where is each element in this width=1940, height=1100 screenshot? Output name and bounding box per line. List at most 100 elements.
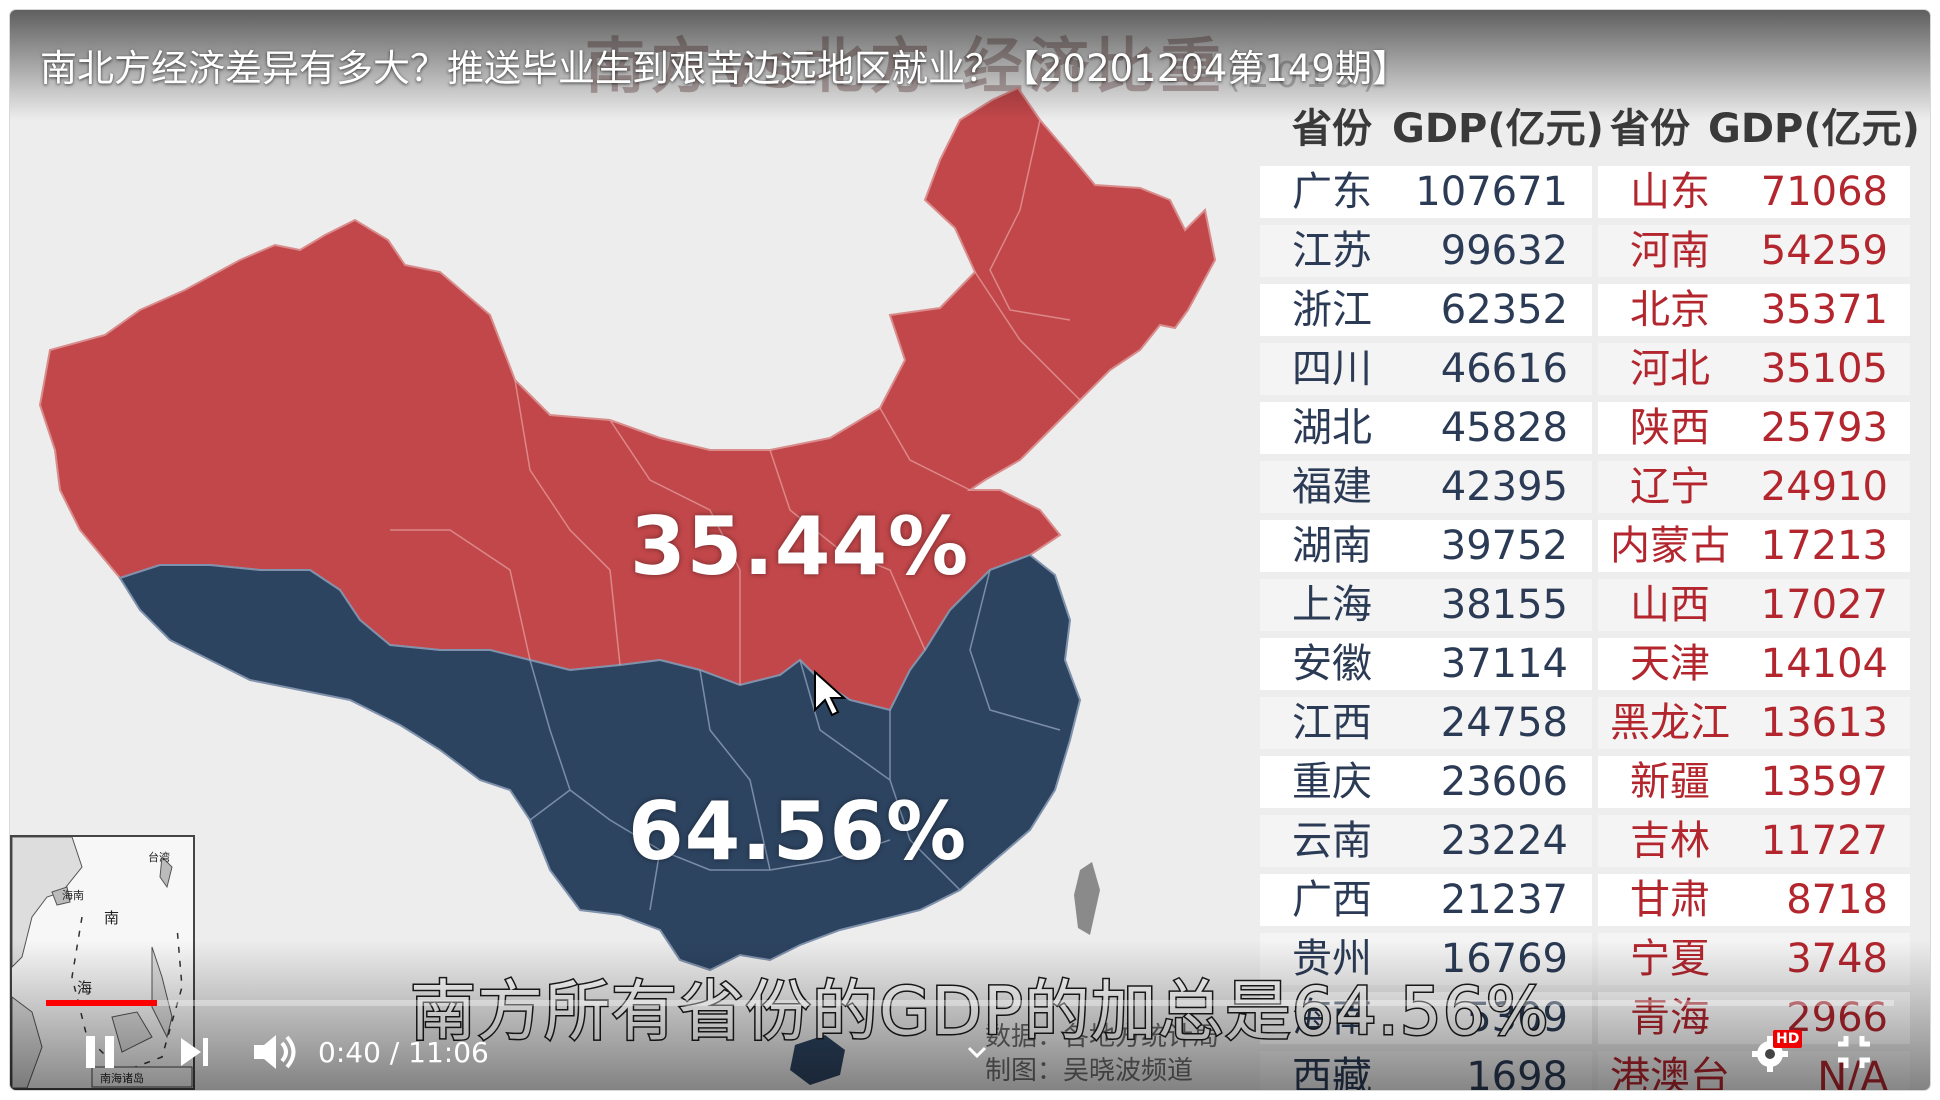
north-province-gdp: 25793 (1760, 405, 1888, 451)
north-province-name: 黑龙江 (1610, 700, 1730, 746)
row-background (1598, 756, 1910, 808)
time-total: 11:06 (408, 1036, 489, 1069)
south-province-gdp: 21237 (1440, 877, 1568, 923)
north-province-gdp: 17027 (1760, 582, 1888, 628)
north-province-gdp: 14104 (1760, 641, 1888, 687)
taiwan-island (1074, 862, 1100, 935)
north-province-name: 辽宁 (1630, 464, 1710, 510)
inset-label-hainan: 海南 (62, 889, 84, 902)
china-map (38, 86, 1217, 1085)
north-province-gdp: 2966 (1730, 990, 1888, 1046)
south-province-gdp: 38155 (1440, 582, 1568, 628)
row-background (1260, 756, 1592, 808)
south-province-name: 四川 (1292, 346, 1372, 392)
south-province-name: 江苏 (1292, 228, 1372, 274)
north-province-name: 北京 (1630, 287, 1710, 333)
north-province-gdp: 35105 (1760, 346, 1888, 392)
row-background (1260, 343, 1592, 395)
next-button[interactable] (175, 1032, 215, 1072)
credits: 数据：各地方统计局 制图：吴晓波频道 (985, 1020, 1219, 1088)
exit-fullscreen-button[interactable] (1832, 1030, 1876, 1074)
row-background (1260, 461, 1592, 513)
row-background (1598, 697, 1910, 749)
north-province-gdp: 8718 (1786, 877, 1888, 923)
north-province-gdp: 17213 (1760, 523, 1888, 569)
volume-button[interactable] (250, 1030, 300, 1074)
north-province-name: 河南 (1630, 228, 1710, 274)
north-province-gdp: 24910 (1760, 464, 1888, 510)
video-player[interactable]: 南方vs北方 经济比重(2019) (10, 10, 1930, 1090)
row-background (1260, 815, 1592, 867)
row-background (1598, 815, 1910, 867)
north-province-name: 陕西 (1630, 405, 1710, 451)
row-background (1598, 461, 1910, 513)
north-province-name: 河北 (1630, 346, 1710, 392)
inset-label-nan: 南 (104, 909, 120, 927)
table-row: 湖北 45828 陕西 25793 (1260, 400, 1910, 456)
table-row: 上海 38155 山西 17027 (1260, 577, 1910, 633)
north-province-name: 天津 (1630, 641, 1710, 687)
south-province-name: 安徽 (1292, 641, 1372, 687)
south-region (118, 553, 1082, 972)
row-background (1260, 402, 1592, 454)
chapter-dropdown[interactable] (962, 1040, 992, 1064)
row-background (1260, 520, 1592, 572)
table-row: 四川 46616 河北 35105 (1260, 341, 1910, 397)
south-province-gdp: 42395 (1440, 464, 1568, 510)
south-province-gdp: 107671 (1415, 169, 1568, 215)
north-province-name: 宁夏 (1610, 931, 1730, 987)
time-separator: / (380, 1036, 409, 1069)
row-background (1598, 166, 1910, 218)
south-province-gdp: 16769 (1400, 931, 1568, 987)
south-province-name: 西藏 (1292, 1049, 1402, 1090)
row-background (1260, 697, 1592, 749)
south-province-name: 湖北 (1292, 405, 1372, 451)
south-province-gdp: 23224 (1440, 818, 1568, 864)
table-row: 广西 21237 甘肃 8718 (1260, 872, 1910, 928)
south-province-gdp: 24758 (1440, 700, 1568, 746)
south-province-gdp: 37114 (1440, 641, 1568, 687)
pause-icon (86, 1036, 114, 1068)
table-row: 福建 42395 辽宁 24910 (1260, 459, 1910, 515)
progress-bar[interactable] (46, 1000, 1894, 1006)
south-province-name: 广东 (1292, 169, 1372, 215)
north-province-gdp: 11727 (1760, 818, 1888, 864)
north-province-name: 甘肃 (1630, 877, 1710, 923)
north-province-name: 新疆 (1630, 759, 1710, 805)
north-province-name: 青海 (1610, 990, 1730, 1046)
time-current: 0:40 (318, 1036, 381, 1069)
video-frame[interactable]: 南方vs北方 经济比重(2019) (10, 10, 1930, 1090)
north-province-gdp: 54259 (1760, 228, 1888, 274)
row-background (1260, 638, 1592, 690)
table-row: 广东 107671 山东 71068 (1260, 164, 1910, 220)
south-province-name: 贵州 (1292, 931, 1402, 987)
row-background (1260, 1051, 1592, 1090)
row-background (1598, 343, 1910, 395)
row-background (1598, 402, 1910, 454)
table-row: 江苏 99632 河南 54259 (1260, 223, 1910, 279)
south-percent: 64.56% (628, 785, 968, 878)
table-row: 重庆 23606 新疆 13597 (1260, 754, 1910, 810)
row-background (1260, 874, 1592, 926)
credits-made: 制图：吴晓波频道 (985, 1054, 1219, 1088)
table-row: 海南5309 青海2966 (1260, 990, 1910, 1046)
south-province-gdp: 1698 (1400, 1049, 1568, 1090)
row-background (1598, 874, 1910, 926)
north-province-gdp: 13613 (1760, 700, 1888, 746)
north-province-gdp: 35371 (1760, 287, 1888, 333)
video-title[interactable]: 南北方经济差异有多大？推送毕业生到艰苦边远地区就业？【20201204第149期… (40, 47, 1409, 90)
table-row: 湖南 39752 内蒙古 17213 (1260, 518, 1910, 574)
north-province-gdp: 71068 (1760, 169, 1888, 215)
row-background (1598, 579, 1910, 631)
south-province-name: 云南 (1292, 818, 1372, 864)
controls-gradient (10, 940, 1930, 1090)
row-background (1260, 166, 1592, 218)
row-background (1598, 1051, 1910, 1090)
south-province-name: 广西 (1292, 877, 1372, 923)
south-province-gdp: 23606 (1440, 759, 1568, 805)
progress-played (46, 1000, 157, 1006)
pause-button[interactable] (80, 1030, 120, 1074)
south-province-gdp: 5309 (1400, 990, 1568, 1046)
south-province-gdp: 39752 (1440, 523, 1568, 569)
subtitle-caption: 南方所有省份的GDP的加总是64.56% (408, 958, 1549, 1054)
